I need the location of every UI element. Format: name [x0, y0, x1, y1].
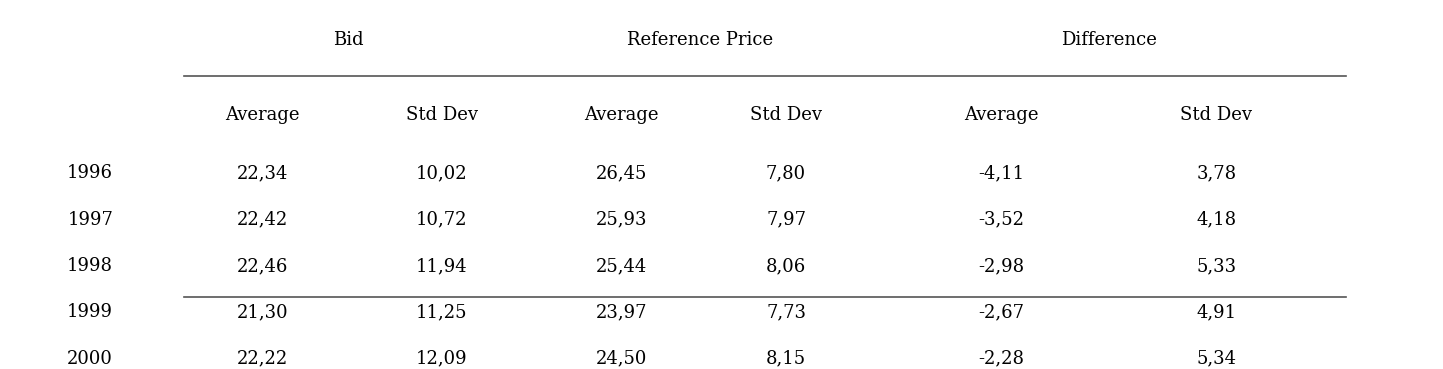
Text: 1999: 1999	[68, 303, 113, 321]
Text: 12,09: 12,09	[416, 349, 468, 368]
Text: Std Dev: Std Dev	[405, 106, 478, 124]
Text: 24,50: 24,50	[596, 349, 646, 368]
Text: 5,33: 5,33	[1196, 257, 1237, 275]
Text: 8,15: 8,15	[766, 349, 807, 368]
Text: 25,93: 25,93	[596, 211, 646, 228]
Text: 21,30: 21,30	[237, 303, 289, 321]
Text: 1996: 1996	[68, 164, 113, 182]
Text: -3,52: -3,52	[978, 211, 1025, 228]
Text: 26,45: 26,45	[596, 164, 646, 182]
Text: Average: Average	[584, 106, 658, 124]
Text: -2,28: -2,28	[978, 349, 1025, 368]
Text: Average: Average	[964, 106, 1039, 124]
Text: Reference Price: Reference Price	[626, 31, 773, 49]
Text: 4,18: 4,18	[1196, 211, 1237, 228]
Text: 10,02: 10,02	[416, 164, 468, 182]
Text: 22,22: 22,22	[237, 349, 289, 368]
Text: 8,06: 8,06	[766, 257, 807, 275]
Text: Average: Average	[225, 106, 300, 124]
Text: 22,42: 22,42	[237, 211, 289, 228]
Text: 22,46: 22,46	[237, 257, 289, 275]
Text: 11,94: 11,94	[416, 257, 468, 275]
Text: 3,78: 3,78	[1196, 164, 1237, 182]
Text: -2,98: -2,98	[978, 257, 1025, 275]
Text: 7,73: 7,73	[766, 303, 807, 321]
Text: 23,97: 23,97	[596, 303, 646, 321]
Text: 2000: 2000	[68, 349, 113, 368]
Text: 10,72: 10,72	[416, 211, 468, 228]
Text: 1998: 1998	[68, 257, 113, 275]
Text: Std Dev: Std Dev	[750, 106, 823, 124]
Text: 25,44: 25,44	[596, 257, 646, 275]
Text: Bid: Bid	[333, 31, 364, 49]
Text: 5,34: 5,34	[1196, 349, 1237, 368]
Text: 1997: 1997	[68, 211, 113, 228]
Text: 11,25: 11,25	[416, 303, 468, 321]
Text: -4,11: -4,11	[978, 164, 1025, 182]
Text: Std Dev: Std Dev	[1180, 106, 1253, 124]
Text: Difference: Difference	[1061, 31, 1157, 49]
Text: 7,97: 7,97	[766, 211, 807, 228]
Text: 4,91: 4,91	[1196, 303, 1237, 321]
Text: 7,80: 7,80	[766, 164, 807, 182]
Text: -2,67: -2,67	[978, 303, 1025, 321]
Text: 22,34: 22,34	[237, 164, 289, 182]
